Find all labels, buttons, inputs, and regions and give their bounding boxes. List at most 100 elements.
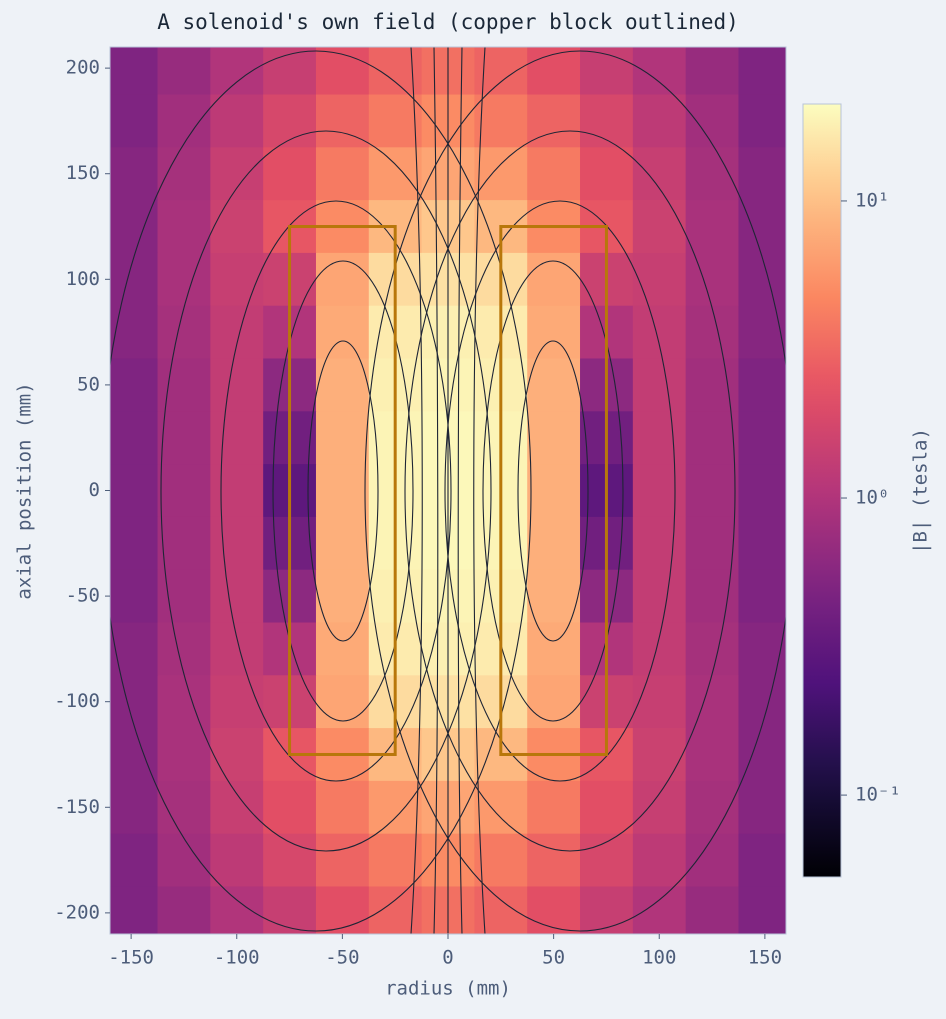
heatmap-cell — [157, 833, 211, 887]
heatmap-cell — [315, 886, 370, 934]
heatmap-cell — [157, 411, 211, 465]
heatmap-cell — [368, 94, 423, 148]
heatmap-cell — [738, 622, 786, 676]
heatmap-cell — [474, 94, 528, 148]
heatmap-cell — [210, 886, 264, 934]
heatmap-cell — [210, 833, 264, 887]
heatmap-cell — [685, 47, 739, 96]
heatmap-cell — [632, 569, 687, 623]
heatmap-cell — [315, 411, 370, 465]
heatmap-cell — [110, 675, 159, 729]
heatmap-cell — [632, 833, 687, 887]
heatmap-cell — [685, 411, 739, 465]
heatmap-cell — [685, 675, 739, 729]
heatmap-cell — [110, 569, 159, 623]
heatmap-cell — [157, 464, 211, 518]
heatmap-cell — [474, 780, 528, 835]
heatmap-cell — [738, 569, 786, 623]
heatmap-cell — [632, 622, 687, 676]
streamline — [410, 47, 423, 934]
heatmap-cell — [632, 516, 687, 571]
y-tick-label: -100 — [54, 690, 100, 712]
x-axis-label: radius (mm) — [385, 978, 511, 1000]
heatmap-cell — [738, 516, 786, 571]
heatmap-cell — [738, 675, 786, 729]
heatmap-cell — [210, 305, 264, 360]
heatmap-cell — [738, 47, 786, 96]
heatmap-cell — [110, 358, 159, 412]
heatmap-cell — [527, 147, 581, 201]
heatmap-cell — [315, 358, 370, 412]
heatmap-cell — [527, 886, 581, 934]
copper-block — [288, 225, 397, 756]
heatmap-cell — [527, 622, 581, 676]
heatmap-cell — [685, 464, 739, 518]
heatmap-cell — [110, 886, 159, 934]
heatmap-cell — [263, 47, 317, 96]
colorbar-tick-label: 10¹ — [855, 189, 889, 211]
heatmap-cell — [210, 464, 264, 518]
heatmap-cell — [685, 780, 739, 835]
heatmap-cell — [210, 675, 264, 729]
streamline — [110, 50, 532, 932]
streamline — [160, 130, 492, 852]
heatmap-cell — [110, 516, 159, 571]
heatmap-cell — [527, 569, 581, 623]
heatmap-cell — [157, 886, 211, 934]
heatmap-cell — [632, 464, 687, 518]
heatmap-cell — [157, 675, 211, 729]
heatmap-cell — [110, 833, 159, 887]
heatmap-cell — [315, 464, 370, 518]
streamline — [272, 260, 414, 722]
heatmap-cell — [110, 147, 159, 201]
heatmap-cell — [210, 569, 264, 623]
streamline — [517, 340, 589, 642]
heatmap-cell — [527, 252, 581, 307]
heatmap-cell — [685, 569, 739, 623]
x-tick-label: 50 — [542, 947, 565, 969]
heatmap-cell — [580, 886, 634, 934]
x-tick-label: 100 — [642, 947, 676, 969]
heatmap-cell — [527, 305, 581, 360]
heatmap-cell — [315, 569, 370, 623]
y-tick-label: 200 — [66, 57, 100, 79]
colorbar — [802, 103, 842, 878]
heatmap-cell — [315, 780, 370, 835]
heatmap-cell — [632, 305, 687, 360]
heatmap-cell — [685, 833, 739, 887]
streamlines — [110, 47, 786, 934]
x-tick-label: 150 — [748, 947, 782, 969]
heatmap-cell — [527, 464, 581, 518]
heatmap-cell — [315, 252, 370, 307]
heatmap-cell — [157, 516, 211, 571]
heatmap-cell — [210, 728, 264, 782]
heatmap-cell — [685, 358, 739, 412]
heatmap-cell — [738, 886, 786, 934]
heatmap-cell — [210, 47, 264, 96]
x-tick-label: 0 — [442, 947, 453, 969]
heatmap-cell — [315, 516, 370, 571]
heatmap-cell — [157, 94, 211, 148]
streamline — [220, 200, 452, 782]
heatmap-cell — [685, 200, 739, 254]
y-tick-label: 100 — [66, 268, 100, 290]
heatmap-cell — [315, 833, 370, 887]
streamline — [444, 200, 676, 782]
heatmap-cell — [738, 780, 786, 835]
heatmap-cell — [527, 833, 581, 887]
heatmap-cell — [527, 94, 581, 148]
heatmap-cell — [157, 780, 211, 835]
heatmap-cell — [738, 94, 786, 148]
heatmap-cell — [157, 47, 211, 96]
heatmap-cell — [527, 411, 581, 465]
heatmap-cell — [263, 147, 317, 201]
heatmap-cell — [738, 464, 786, 518]
heatmap-cell — [738, 252, 786, 307]
heatmap-cell — [157, 622, 211, 676]
heatmap-cell — [315, 305, 370, 360]
heatmap-cell — [368, 780, 423, 835]
heatmap-cell — [685, 886, 739, 934]
streamline — [404, 130, 736, 852]
heatmap-cell — [157, 305, 211, 360]
heatmap-cell — [263, 780, 317, 835]
